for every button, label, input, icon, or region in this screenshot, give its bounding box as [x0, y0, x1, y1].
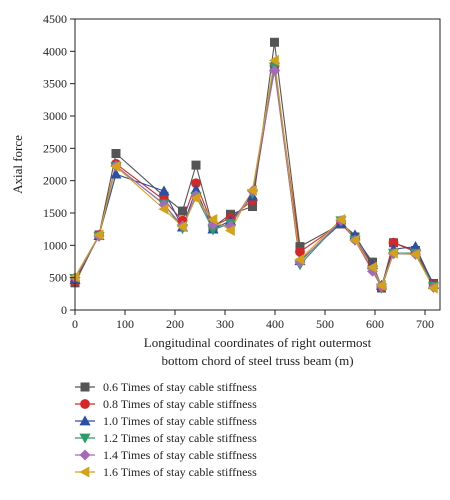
data-point: [335, 213, 346, 226]
data-point: [110, 168, 122, 179]
x-tick-label: 400: [266, 317, 284, 331]
y-tick-label: 4000: [43, 44, 67, 58]
series-markers: [69, 37, 440, 294]
data-point: [387, 247, 398, 259]
data-point: [111, 149, 121, 159]
data-point: [269, 65, 280, 77]
data-point: [427, 282, 438, 294]
data-point: [178, 206, 188, 216]
series-line-0: [74, 41, 434, 289]
y-tick-label: 4500: [43, 12, 67, 26]
data-point: [176, 221, 187, 233]
legend-item: 1.2 Times of stay cable stiffness: [75, 431, 257, 445]
data-point: [246, 184, 257, 196]
data-point: [93, 229, 104, 241]
data-point: [268, 54, 279, 66]
x-tick-label: 100: [116, 317, 134, 331]
x-tick-label: 500: [316, 317, 334, 331]
legend-marker: [79, 433, 91, 444]
legend-item: 1.0 Times of stay cable stiffness: [75, 414, 257, 428]
data-point: [366, 261, 377, 273]
legend-marker: [79, 466, 90, 478]
x-tick-label: 700: [416, 317, 434, 331]
legend-item: 0.8 Times of stay cable stiffness: [75, 397, 257, 411]
y-tick-label: 1000: [43, 238, 67, 252]
y-tick-label: 2500: [43, 141, 67, 155]
data-point: [375, 279, 386, 291]
data-point: [191, 160, 201, 170]
legend-label: 1.2 Times of stay cable stiffness: [103, 431, 257, 445]
legend-marker: [80, 399, 90, 409]
legend-label: 0.6 Times of stay cable stiffness: [103, 380, 257, 394]
data-point: [349, 234, 360, 246]
x-axis-ticks: 0 100 200 300 400 500 600 700: [72, 310, 434, 331]
y-tick-label: 500: [49, 271, 67, 285]
x-tick-label: 200: [166, 317, 184, 331]
data-point: [294, 254, 305, 266]
legend-item: 1.6 Times of stay cable stiffness: [75, 465, 257, 479]
data-point: [190, 192, 201, 204]
y-axis-ticks: 0 500 1000 1500 2000 2500 3000 3500 4000 4500: [43, 12, 75, 317]
data-point: [158, 203, 169, 215]
y-tick-label: 1500: [43, 206, 67, 220]
y-tick-label: 3000: [43, 109, 67, 123]
series-lines: [74, 41, 434, 289]
y-tick-label: 0: [61, 303, 67, 317]
data-point: [207, 213, 218, 226]
y-axis-title: Axial force: [10, 135, 25, 194]
data-point: [69, 271, 80, 283]
legend: 0.6 Times of stay cable stiffness 0.8 Tim…: [75, 380, 257, 479]
data-point: [269, 37, 279, 47]
y-tick-label: 3500: [43, 77, 67, 91]
legend-marker: [79, 449, 91, 461]
x-tick-label: 300: [216, 317, 234, 331]
series-line-5: [74, 59, 434, 289]
legend-marker: [80, 382, 90, 392]
legend-label: 1.0 Times of stay cable stiffness: [103, 414, 257, 428]
x-tick-label: 600: [366, 317, 384, 331]
legend-label: 1.6 Times of stay cable stiffness: [103, 465, 257, 479]
legend-label: 0.8 Times of stay cable stiffness: [103, 397, 257, 411]
data-point: [158, 185, 170, 196]
legend-label: 1.4 Times of stay cable stiffness: [103, 448, 257, 462]
data-point: [224, 224, 235, 237]
x-axis-title-line-2: bottom chord of steel truss beam (m): [161, 353, 353, 368]
plot-frame: [74, 18, 441, 311]
data-point: [110, 160, 121, 172]
data-point: [409, 248, 420, 260]
legend-marker: [79, 415, 91, 426]
y-tick-label: 2000: [43, 174, 67, 188]
legend-item: 1.4 Times of stay cable stiffness: [75, 448, 257, 462]
x-axis-title-line-1: Longitudinal coordinates of right outerm…: [144, 335, 372, 350]
legend-item: 0.6 Times of stay cable stiffness: [75, 380, 257, 394]
x-tick-label: 0: [72, 317, 78, 331]
